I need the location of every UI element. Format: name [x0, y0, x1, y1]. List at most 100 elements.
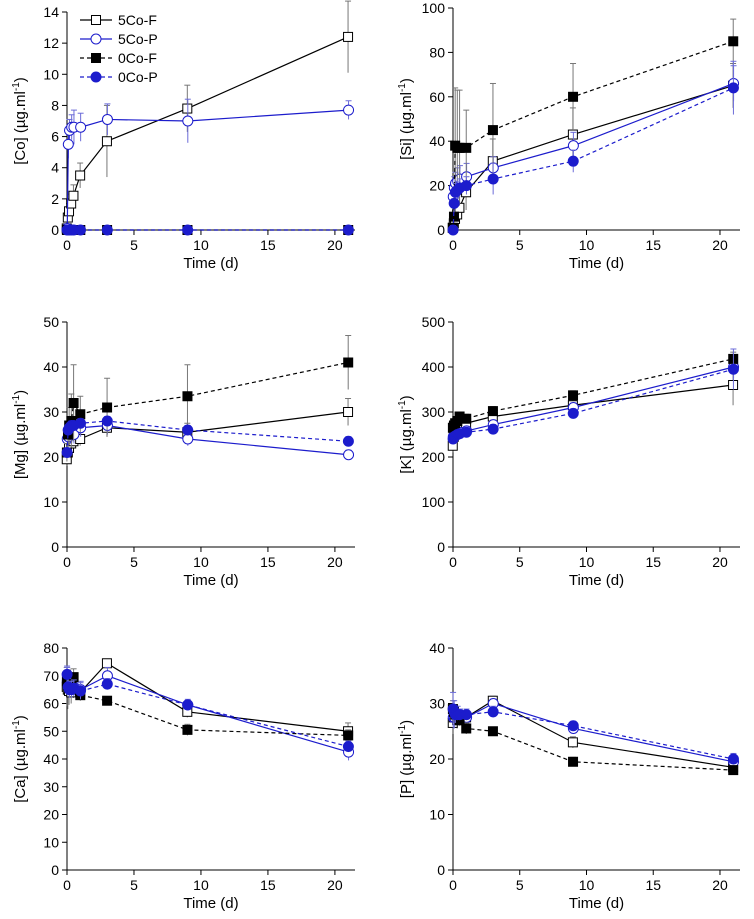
y-tick-label: 10	[43, 834, 59, 850]
y-tick-label: 20	[429, 178, 445, 194]
series-0Co-P	[447, 348, 739, 445]
x-tick-label: 0	[63, 237, 71, 253]
y-tick-label: 200	[422, 449, 446, 465]
y-tick-label: 20	[429, 751, 445, 767]
data-point	[101, 136, 112, 147]
data-point	[68, 190, 79, 201]
y-axis-title: [P] (µg.ml-1)	[397, 720, 415, 798]
series-0Co-F	[447, 351, 739, 433]
y-tick-label: 400	[422, 359, 446, 375]
y-axis-title-sup: -1	[11, 720, 22, 729]
series-0Co-P	[447, 60, 739, 236]
y-tick-label: 30	[43, 404, 59, 420]
y-tick-label: 0	[51, 862, 59, 878]
data-point	[460, 426, 472, 438]
y-tick-label: 20	[43, 449, 59, 465]
y-axis-title-sup: -1	[11, 82, 22, 91]
data-point	[567, 140, 579, 152]
y-axis-title-main: [Si] (µg.ml	[398, 92, 415, 160]
y-axis-title-main: [Ca] (µg.ml	[12, 729, 29, 803]
y-tick-label: 100	[422, 0, 446, 16]
y-tick-label: 10	[43, 66, 59, 82]
x-tick-label: 0	[449, 554, 457, 570]
y-tick-label: 70	[43, 668, 59, 684]
y-tick-label: 14	[43, 4, 59, 20]
x-tick-label: 5	[130, 554, 138, 570]
data-point	[74, 224, 86, 236]
x-tick-label: 15	[260, 237, 276, 253]
data-point	[182, 115, 194, 127]
data-point	[728, 36, 739, 47]
x-tick-label: 20	[327, 554, 343, 570]
legend-label: 0Co-P	[118, 69, 158, 85]
y-tick-label: 8	[51, 97, 59, 113]
x-tick-label: 5	[516, 877, 524, 893]
x-tick-label: 0	[449, 877, 457, 893]
series-0Co-F	[447, 18, 739, 233]
y-tick-label: 30	[43, 779, 59, 795]
y-axis-title-main: [Co] (µg.ml	[12, 91, 29, 165]
x-tick-label: 20	[327, 237, 343, 253]
data-point	[567, 155, 579, 167]
x-tick-label: 5	[516, 237, 524, 253]
series-line	[66, 109, 349, 229]
data-point	[728, 765, 739, 776]
y-axis-title-main: [K] (µg.ml	[398, 409, 415, 473]
data-point	[75, 170, 86, 181]
data-point	[74, 685, 86, 697]
series-5Co-F	[447, 63, 739, 233]
series-line	[66, 36, 349, 229]
data-point	[461, 723, 472, 734]
data-point	[102, 695, 113, 706]
x-tick-label: 5	[130, 237, 138, 253]
x-tick-label: 20	[712, 877, 728, 893]
y-tick-label: 50	[43, 723, 59, 739]
y-tick-label: 0	[51, 222, 59, 238]
x-axis-title: Time (d)	[569, 255, 624, 272]
y-tick-label: 0	[437, 539, 445, 555]
y-axis-title-tail: )	[12, 77, 29, 82]
y-axis-title: [Co] (µg.ml-1)	[11, 77, 29, 165]
data-point	[182, 724, 193, 735]
legend-marker	[90, 71, 102, 83]
data-point	[62, 138, 74, 150]
data-point	[68, 398, 79, 408]
x-tick-label: 0	[63, 877, 71, 893]
data-point	[101, 678, 113, 690]
series-5Co-P	[61, 98, 355, 234]
data-point	[727, 82, 739, 94]
data-point	[460, 709, 472, 721]
y-axis-title: [Mg] (µg.ml-1)	[11, 390, 29, 479]
x-axis-title: Time (d)	[183, 255, 238, 272]
y-axis-title-main: [Mg] (µg.ml	[12, 404, 29, 479]
y-axis-title-main: [P] (µg.ml	[398, 734, 415, 798]
y-tick-label: 60	[429, 89, 445, 105]
data-point	[343, 449, 355, 461]
data-point	[487, 726, 498, 737]
y-tick-label: 40	[429, 640, 445, 656]
legend-label: 5Co-F	[118, 12, 157, 28]
legend-marker	[91, 53, 101, 63]
y-tick-label: 0	[437, 222, 445, 238]
y-tick-label: 10	[429, 807, 445, 823]
x-tick-label: 20	[712, 554, 728, 570]
data-point	[568, 91, 579, 102]
data-point	[343, 357, 354, 368]
y-tick-label: 40	[43, 359, 59, 375]
y-tick-label: 12	[43, 35, 59, 51]
legend-label: 0Co-F	[118, 50, 157, 66]
y-tick-label: 50	[43, 314, 59, 330]
data-point	[568, 390, 579, 401]
series-0Co-F	[61, 335, 354, 462]
data-point	[343, 104, 355, 116]
data-point	[487, 706, 499, 718]
data-point	[182, 433, 194, 445]
data-point	[182, 699, 194, 711]
data-point	[101, 658, 112, 669]
legend: 5Co-F 5Co-P 0Co-F 0Co-P	[80, 12, 158, 85]
x-tick-label: 10	[193, 877, 209, 893]
data-point	[567, 737, 578, 748]
y-axis-title-tail: )	[398, 395, 415, 400]
data-point	[75, 409, 86, 420]
x-tick-label: 10	[193, 237, 209, 253]
